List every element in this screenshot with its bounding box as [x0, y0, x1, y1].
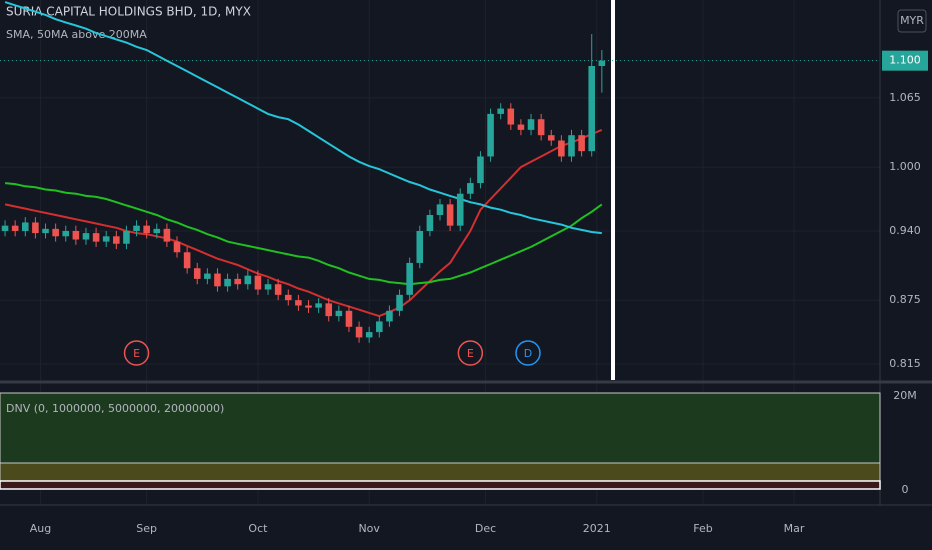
candle-body [477, 156, 484, 184]
candle-body [92, 233, 100, 242]
candle-body [355, 326, 363, 338]
candle-body [234, 278, 241, 285]
candle-body [113, 236, 120, 244]
moving-average [4, 128, 603, 318]
x-tick-label: Sep [136, 522, 157, 535]
candle-body [517, 124, 525, 130]
candle-body [1, 225, 9, 231]
candle-body [467, 183, 474, 194]
candle-body [82, 233, 90, 240]
candle-body [598, 60, 606, 66]
panel-title: DNV (0, 1000000, 5000000, 20000000) [6, 402, 224, 415]
candle-body [62, 230, 70, 237]
candle-body [315, 303, 322, 308]
candle-body [436, 204, 444, 216]
candle-body [11, 225, 19, 231]
candle-body [72, 230, 80, 240]
y-tick-label: 0.815 [889, 357, 921, 370]
candle-body [173, 241, 181, 253]
x-tick-label: Mar [784, 522, 805, 535]
candle-body [325, 303, 333, 317]
candle-body [133, 225, 140, 231]
candle-body [274, 284, 282, 295]
candle-body [193, 268, 201, 279]
candle-body [102, 236, 110, 242]
candle-body [284, 294, 292, 301]
symbol-title: SURIA CAPITAL HOLDINGS BHD, 1D, MYX [6, 5, 251, 19]
candle-body [365, 332, 373, 338]
candle-body [396, 294, 403, 311]
event-marker [457, 340, 484, 366]
candle-body [578, 135, 585, 152]
event-marker [123, 340, 150, 366]
candle-body [183, 252, 191, 269]
candle-body [446, 204, 454, 226]
y-tick-label: 1.000 [889, 160, 921, 173]
currency-box[interactable] [897, 9, 927, 33]
y-tick-label: 1.100 [889, 54, 921, 67]
candle-body [527, 119, 535, 130]
x-tick-label: 2021 [583, 522, 611, 535]
candle-body [547, 135, 555, 141]
candle-body [406, 262, 413, 295]
candle-body [264, 284, 272, 290]
candle-body [416, 230, 424, 263]
event-label: E [133, 347, 140, 360]
x-tick-label: Feb [693, 522, 712, 535]
last-price-box [882, 50, 928, 71]
indicator-label: SMA, 50MA above 200MA [6, 28, 147, 41]
candle-body [507, 108, 515, 125]
candle-body [376, 321, 383, 333]
x-tick-label: Oct [248, 522, 268, 535]
candle-body [214, 273, 221, 287]
candle-body [22, 222, 29, 231]
panel-tick-label: 0 [902, 483, 909, 496]
candle-body [295, 300, 302, 306]
candle-body [487, 113, 494, 157]
candle-body [244, 275, 252, 285]
candle-body [123, 230, 130, 244]
candle-body [254, 275, 262, 290]
candle-body [204, 273, 211, 279]
candle-body [224, 278, 231, 287]
x-tick-label: Nov [358, 522, 380, 535]
candle-body [345, 310, 353, 327]
candle-body [426, 215, 434, 231]
candle-body [153, 228, 161, 234]
x-tick-label: Dec [475, 522, 496, 535]
low-volume-zone [0, 480, 881, 490]
candle-body [537, 119, 545, 136]
event-marker [515, 340, 541, 366]
y-tick-label: 1.065 [889, 91, 921, 104]
panel-tick-label: 20M [893, 389, 917, 402]
y-tick-label: 0.940 [889, 224, 921, 237]
candle-body [52, 228, 59, 237]
event-label: E [467, 347, 474, 360]
candle-body [143, 225, 150, 234]
candle-body [558, 140, 565, 157]
candle-body [386, 310, 393, 322]
x-tick-label: Aug [30, 522, 51, 535]
candle-body [335, 310, 343, 317]
candle-body [588, 65, 596, 152]
candle-body [568, 135, 575, 157]
candle-body [305, 305, 312, 308]
mid-volume-zone [0, 462, 881, 482]
candle-body [42, 228, 49, 234]
candle-body [32, 222, 39, 234]
high-volume-zone [0, 392, 881, 464]
event-label: D [524, 347, 532, 360]
candle-body [456, 193, 464, 226]
moving-average [4, 1, 602, 235]
candle-body [163, 228, 171, 242]
currency: MYR [900, 14, 924, 27]
candle-body [497, 108, 504, 114]
moving-average [5, 182, 603, 286]
y-tick-label: 0.875 [889, 293, 921, 306]
